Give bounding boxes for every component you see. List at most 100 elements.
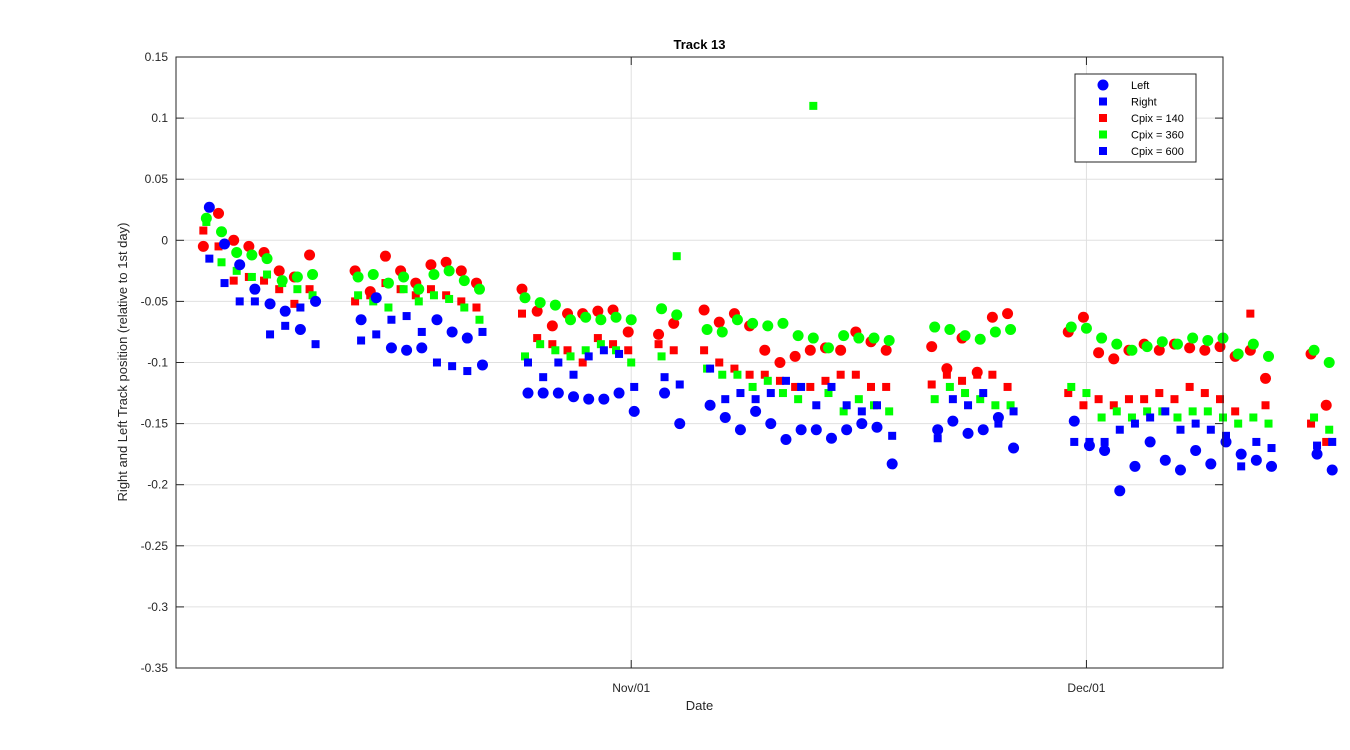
point-cpix600-left [734,424,746,436]
legend-marker-square [1099,147,1107,155]
point-cpix140-right [1307,419,1316,428]
point-cpix140-left [713,316,725,328]
point-cpix360-right [384,303,393,312]
point-cpix360-right [1143,407,1152,416]
point-cpix600-right [220,279,229,288]
point-cpix140-left [304,249,316,261]
point-cpix600-left [476,359,488,371]
point-cpix140-right [457,297,466,306]
point-cpix600-right [1115,425,1124,434]
point-cpix140-left [622,326,634,338]
point-cpix140-left [1199,344,1211,356]
point-cpix140-right [927,380,936,389]
point-cpix140-right [624,346,633,355]
point-cpix140-right [745,370,754,379]
point-cpix140-left [1093,347,1105,359]
legend-label: Left [1131,80,1149,92]
point-cpix360-left [549,299,561,311]
y-axis-label: Right and Left Track position (relative … [115,223,130,502]
point-cpix360-left [1096,332,1108,344]
point-cpix600-right [311,340,320,349]
legend: Left Right Cpix = 140 Cpix = 360 Cpix = 600 [1074,73,1197,163]
point-cpix360-right [1325,425,1334,434]
point-cpix140-left [531,305,543,317]
point-cpix140-right [1231,407,1240,416]
point-cpix360-left [1156,336,1168,348]
point-cpix360-left [1080,322,1092,334]
point-cpix600-left [537,387,549,399]
point-cpix360-right [809,101,818,110]
point-cpix600-right [432,358,441,367]
y-tick-label: 0.15 [145,50,169,64]
point-cpix360-right [1097,413,1106,422]
point-cpix140-right [942,370,951,379]
point-cpix600-left [613,387,625,399]
point-cpix140-right [290,299,299,308]
point-cpix140-right [533,334,542,343]
point-cpix140-right [791,382,800,391]
point-cpix600-right [205,254,214,263]
point-cpix600-right [842,401,851,410]
point-cpix140-right [1155,389,1164,398]
point-cpix600-left [310,295,322,307]
point-cpix600-right [1176,425,1185,434]
point-cpix600-left [446,326,458,338]
point-cpix360-right [930,395,939,404]
point-cpix360-left [822,342,834,354]
point-cpix140-right [988,370,997,379]
point-cpix600-left [810,424,822,436]
y-tick-label: -0.3 [147,600,168,614]
point-cpix360-right [1188,407,1197,416]
point-cpix140-left [546,320,558,332]
point-cpix140-left [379,250,391,262]
point-cpix360-right [414,297,423,306]
point-cpix600-right [706,364,715,373]
point-cpix600-right [524,358,532,367]
point-cpix140-right [1246,309,1255,318]
point-cpix360-left [1187,332,1199,344]
point-cpix360-left [261,253,273,265]
point-cpix360-left [656,303,668,315]
point-cpix140-left [668,317,680,329]
point-cpix360-left [838,330,850,342]
point-cpix140-right [366,291,375,300]
point-cpix360-right [1082,389,1091,398]
point-cpix600-left [750,405,762,417]
point-cpix360-right [1249,413,1258,422]
point-cpix360-right [1006,401,1015,410]
legend-marker-circle [1097,79,1109,91]
point-cpix360-right [733,370,742,379]
point-cpix600-right [675,380,684,389]
point-cpix360-right [1234,419,1243,428]
point-cpix360-left [716,326,728,338]
point-cpix360-left [580,311,592,323]
y-tick-label: -0.15 [141,417,169,431]
point-cpix140-right [578,358,587,367]
point-cpix360-right [263,270,272,279]
y-tick-label: -0.1 [147,356,168,370]
point-cpix600-right [1146,413,1155,422]
point-cpix140-right [548,340,557,349]
legend-label: Cpix = 360 [1131,130,1184,142]
point-cpix600-left [856,418,868,430]
point-cpix600-left [1068,415,1080,427]
point-cpix360-left [231,247,243,259]
point-cpix140-right [1322,437,1331,446]
point-cpix360-left [352,271,364,283]
point-cpix360-right [202,217,211,226]
point-cpix140-left [1260,372,1272,384]
point-cpix600-right [402,312,411,321]
point-cpix360-left [565,314,577,326]
y-tick-label: -0.2 [147,478,168,492]
point-cpix360-right [763,376,772,385]
point-cpix360-right [581,346,590,355]
point-cpix140-left [197,240,209,252]
point-cpix360-left [883,335,895,347]
point-cpix140-right [806,382,815,391]
point-cpix360-left [1171,338,1183,350]
point-cpix140-right [351,297,360,306]
point-cpix360-right [278,279,287,288]
point-cpix600-left [568,391,580,403]
point-cpix360-right [1173,413,1182,422]
